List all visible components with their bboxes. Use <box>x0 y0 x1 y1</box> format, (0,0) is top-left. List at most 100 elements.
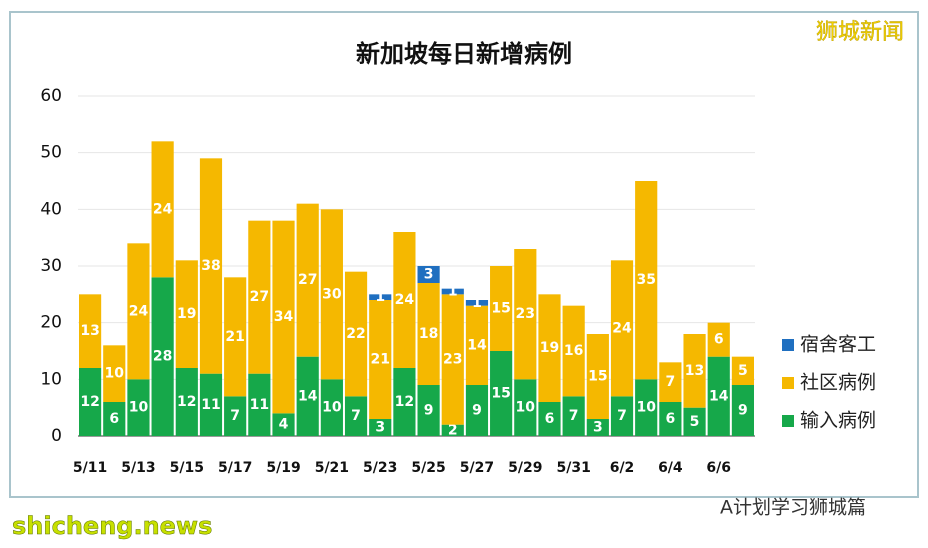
value-label: 3 <box>593 420 603 436</box>
value-label: 12 <box>80 394 99 410</box>
bar-segment <box>562 305 585 397</box>
bar-segment <box>635 181 658 380</box>
bar-segment <box>248 373 271 436</box>
bar-segment <box>79 294 102 368</box>
bar-segment <box>441 294 464 425</box>
value-label: 14 <box>467 337 487 353</box>
bar-segment <box>272 220 295 414</box>
legend-label: 输入病例 <box>800 410 876 432</box>
value-label: 13 <box>80 323 99 339</box>
bar-segment <box>393 232 416 368</box>
value-label: 3 <box>375 420 385 436</box>
bar-segment <box>659 402 682 436</box>
value-label: 19 <box>540 340 559 356</box>
value-label: 6 <box>666 411 676 427</box>
value-label: 30 <box>322 286 342 302</box>
value-label: 22 <box>346 326 365 342</box>
bar-segment <box>175 368 198 436</box>
bar-segment <box>441 288 464 295</box>
legend-swatch <box>782 339 794 351</box>
x-tick-label: 5/23 <box>363 460 397 476</box>
bar-segment <box>103 402 126 436</box>
value-label: 3 <box>424 267 434 283</box>
value-label: 7 <box>666 374 676 390</box>
x-tick-label: 5/25 <box>411 460 445 476</box>
bar-segment <box>514 379 537 436</box>
bar-segment <box>514 249 537 380</box>
bar-segment <box>79 368 102 436</box>
bar-segment <box>369 300 392 419</box>
bar-segment <box>538 294 561 402</box>
value-label: 23 <box>443 352 462 368</box>
value-label: 24 <box>129 303 149 319</box>
bar-segment <box>272 413 295 436</box>
value-label: 10 <box>105 366 125 382</box>
bar-segment <box>175 260 198 368</box>
x-tick-label: 5/31 <box>556 460 590 476</box>
x-tick-label: 5/19 <box>266 460 300 476</box>
bar-segment <box>344 396 368 436</box>
bar-segment <box>610 260 634 397</box>
bar-segment <box>707 356 730 436</box>
bar-segment <box>417 283 440 385</box>
legend-swatch <box>782 377 794 389</box>
bar-segment <box>707 322 730 357</box>
bar-segment <box>538 402 561 436</box>
value-label: 5 <box>738 363 748 379</box>
bar-segment <box>465 300 489 306</box>
bar-segment <box>465 385 489 436</box>
value-label: 16 <box>564 343 583 359</box>
y-tick-label: 40 <box>40 199 62 219</box>
bar-segment <box>103 345 126 402</box>
y-tick-label: 0 <box>51 426 62 446</box>
value-label: 15 <box>491 386 510 402</box>
value-label: 10 <box>516 400 536 416</box>
value-label: 7 <box>230 408 240 424</box>
x-tick-label: 6/6 <box>706 460 731 476</box>
value-label: 21 <box>370 352 389 368</box>
value-label: 38 <box>201 258 220 274</box>
legend-label: 宿舍客工 <box>800 334 876 356</box>
legend-swatch <box>782 415 794 427</box>
x-tick-label: 5/15 <box>170 460 204 476</box>
value-label: 1 <box>448 284 458 300</box>
bar-segment <box>586 419 609 436</box>
value-label: 19 <box>177 306 196 322</box>
bar-segment <box>199 158 223 374</box>
value-label: 1 <box>472 295 482 311</box>
value-label: 2 <box>448 422 458 438</box>
value-label: 23 <box>516 306 535 322</box>
watermark: 狮城新闻 <box>816 20 904 45</box>
value-label: 6 <box>714 332 724 348</box>
value-label: 35 <box>636 272 655 288</box>
value-label: 6 <box>109 411 119 427</box>
bar-segment <box>490 266 513 351</box>
value-label: 6 <box>545 411 555 427</box>
bar-segment <box>151 141 174 278</box>
value-label: 7 <box>569 408 579 424</box>
value-label: 12 <box>395 394 414 410</box>
x-tick-label: 5/13 <box>121 460 155 476</box>
value-label: 12 <box>177 394 196 410</box>
bar-segment <box>224 396 247 436</box>
bar-segment <box>731 356 754 385</box>
value-label: 7 <box>617 408 627 424</box>
y-tick-label: 20 <box>40 313 62 333</box>
value-label: 14 <box>709 388 729 404</box>
bar-segment <box>296 203 319 357</box>
x-tick-label: 5/27 <box>460 460 494 476</box>
value-label: 11 <box>250 397 269 413</box>
value-label: 1 <box>375 289 385 305</box>
bar-segment <box>731 385 754 436</box>
value-label: 34 <box>274 309 294 325</box>
value-label: 10 <box>636 400 656 416</box>
value-label: 14 <box>298 388 318 404</box>
bar-segment <box>417 385 440 436</box>
x-tick-label: 6/2 <box>610 460 635 476</box>
bar-segment <box>393 368 416 436</box>
bar-segment <box>127 379 150 436</box>
bar-segment <box>151 277 174 436</box>
value-label: 27 <box>298 272 317 288</box>
bar-segment <box>127 243 150 380</box>
